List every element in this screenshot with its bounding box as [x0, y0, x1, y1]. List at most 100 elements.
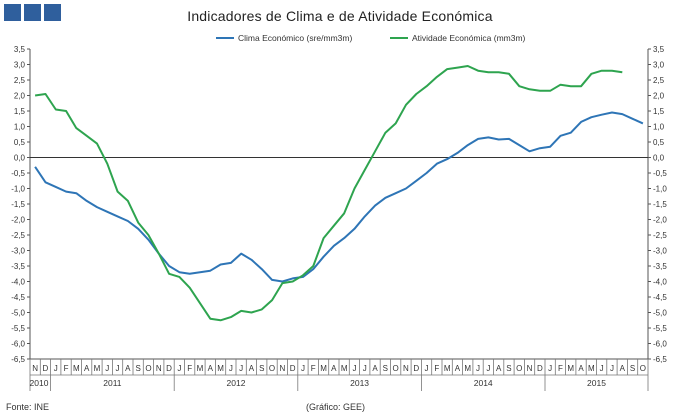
y-tick-label-left: 3,0	[14, 61, 26, 70]
month-label: M	[588, 364, 595, 373]
logo-block	[44, 4, 61, 21]
y-tick-label-left: 0,0	[14, 154, 26, 163]
y-tick-label-right: 1,0	[653, 123, 665, 132]
y-tick-label-right: -6,5	[653, 355, 667, 364]
legend-label-1: Clima Económico (sre/mm3m)	[238, 33, 352, 43]
series-line-1	[34, 111, 644, 283]
month-label: J	[476, 364, 480, 373]
month-label: J	[486, 364, 490, 373]
year-label: 2014	[474, 378, 493, 388]
y-tick-label-left: -6,5	[11, 355, 25, 364]
series-line-2	[34, 65, 623, 322]
month-label: J	[600, 364, 604, 373]
month-label: N	[403, 364, 409, 373]
month-label: M	[464, 364, 471, 373]
month-label: D	[43, 364, 49, 373]
y-tick-label-left: -4,0	[11, 278, 25, 287]
source-note: Fonte: INE	[6, 402, 50, 412]
y-tick-label-left: -5,0	[11, 309, 25, 318]
month-label: S	[135, 364, 140, 373]
month-label: M	[444, 364, 451, 373]
y-tick-label-left: -6,0	[11, 340, 25, 349]
y-tick-label-right: -4,5	[653, 293, 667, 302]
month-label: J	[301, 364, 305, 373]
month-label: S	[383, 364, 388, 373]
month-label: S	[630, 364, 635, 373]
month-label: M	[320, 364, 327, 373]
month-label: J	[54, 364, 58, 373]
month-label: O	[393, 364, 399, 373]
logo-block	[24, 4, 41, 21]
y-tick-label-right: 1,5	[653, 107, 665, 116]
month-label: O	[145, 364, 151, 373]
y-tick-label-left: -3,0	[11, 247, 25, 256]
month-label: J	[105, 364, 109, 373]
y-tick-label-right: -1,5	[653, 200, 667, 209]
month-label: J	[177, 364, 181, 373]
month-label: M	[94, 364, 101, 373]
year-label: 2012	[227, 378, 246, 388]
month-label: A	[125, 364, 131, 373]
month-label: D	[537, 364, 543, 373]
month-label: S	[506, 364, 511, 373]
month-label: J	[363, 364, 367, 373]
y-tick-label-right: 0,5	[653, 138, 665, 147]
y-tick-label-left: 2,0	[14, 92, 26, 101]
month-label: D	[290, 364, 296, 373]
year-label: 2015	[587, 378, 606, 388]
month-label: A	[249, 364, 255, 373]
y-tick-label-right: -4,0	[653, 278, 667, 287]
legend-label-2: Atividade Económica (mm3m)	[412, 33, 526, 43]
month-label: J	[116, 364, 120, 373]
month-label: N	[156, 364, 162, 373]
y-tick-label-left: -4,5	[11, 293, 25, 302]
y-tick-label-right: 2,0	[653, 92, 665, 101]
y-tick-label-right: 2,5	[653, 76, 665, 85]
month-label: A	[84, 364, 90, 373]
month-label: N	[527, 364, 533, 373]
month-label: A	[331, 364, 337, 373]
y-tick-label-right: 0,0	[653, 154, 665, 163]
month-label: S	[259, 364, 264, 373]
month-label: J	[239, 364, 243, 373]
y-tick-label-left: 3,5	[14, 45, 26, 54]
month-label: F	[64, 364, 69, 373]
month-label: M	[197, 364, 204, 373]
month-label: A	[496, 364, 502, 373]
y-tick-label-right: -1,0	[653, 185, 667, 194]
month-label: J	[610, 364, 614, 373]
month-label: F	[187, 364, 192, 373]
year-label: 2013	[350, 378, 369, 388]
month-label: A	[372, 364, 378, 373]
month-label: J	[352, 364, 356, 373]
month-label: D	[166, 364, 172, 373]
y-tick-label-left: -1,0	[11, 185, 25, 194]
month-label: O	[269, 364, 275, 373]
month-label: J	[548, 364, 552, 373]
y-tick-label-left: -0,5	[11, 169, 25, 178]
y-tick-label-right: -6,0	[653, 340, 667, 349]
y-tick-label-right: -3,0	[653, 247, 667, 256]
logo	[4, 4, 61, 21]
y-tick-label-left: -2,0	[11, 216, 25, 225]
y-tick-label-left: -5,5	[11, 324, 25, 333]
y-tick-label-right: -5,0	[653, 309, 667, 318]
month-label: O	[516, 364, 522, 373]
y-tick-label-right: -2,0	[653, 216, 667, 225]
month-label: A	[455, 364, 461, 373]
month-label: N	[279, 364, 285, 373]
y-tick-label-right: 3,0	[653, 61, 665, 70]
y-tick-label-right: -3,5	[653, 262, 667, 271]
month-label: F	[558, 364, 563, 373]
month-label: F	[434, 364, 439, 373]
month-label: J	[229, 364, 233, 373]
y-tick-label-left: 1,0	[14, 123, 26, 132]
month-label: M	[73, 364, 80, 373]
month-label: D	[413, 364, 419, 373]
y-tick-label-left: -2,5	[11, 231, 25, 240]
month-label: A	[208, 364, 214, 373]
month-label: M	[567, 364, 574, 373]
month-label: M	[217, 364, 224, 373]
credit-note: (Gráfico: GEE)	[306, 402, 366, 412]
